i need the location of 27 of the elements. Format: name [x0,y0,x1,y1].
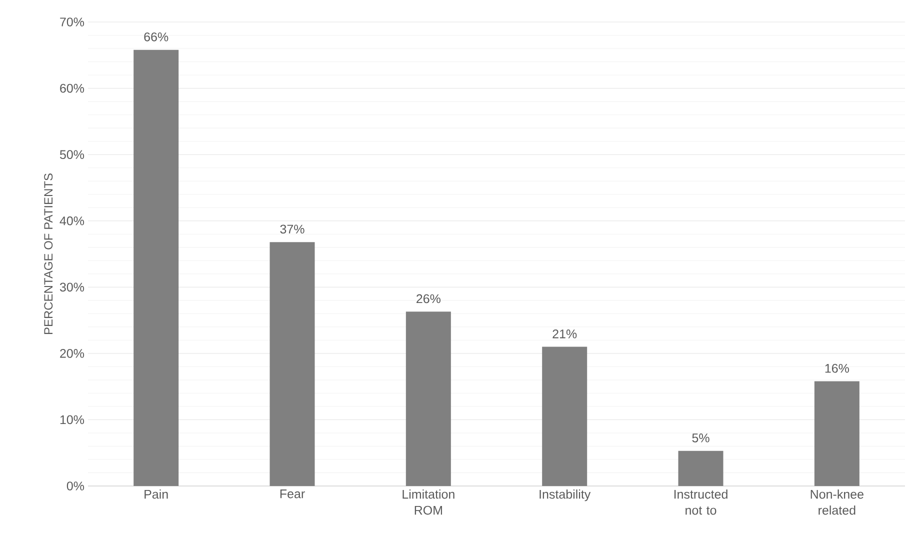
data-label: 5% [692,434,710,442]
y-tick-label: 10% [60,415,84,424]
bar [406,312,451,486]
y-tick-label: 60% [60,84,84,93]
y-tick-label: 40% [60,216,84,226]
bar [134,50,179,486]
y-axis-title: PERCENTAGE OF PATIENTS [44,174,53,334]
x-tick-label: Limitation ROM [402,490,454,515]
bar [814,381,860,486]
y-tick-label: 0% [66,482,84,490]
bar [542,346,588,486]
bar [270,242,315,486]
data-label: 21% [552,329,577,338]
y-tick-label: 20% [60,349,84,358]
data-label: 66% [144,32,168,42]
x-tick-label: Instructed not to [674,490,728,515]
data-label: 37% [280,224,304,234]
data-label: 16% [825,364,849,373]
x-tick-label: Pain [144,490,168,499]
x-tick-label: Instability [540,490,591,502]
y-tick-label: 50% [60,150,84,159]
y-tick-label: 30% [60,282,84,292]
bar [678,450,724,486]
x-tick-label: Fear [280,490,305,498]
data-label: 26% [416,294,440,304]
x-tick-label: Non-knee related [810,490,864,515]
y-tick-label: 70% [60,18,84,26]
